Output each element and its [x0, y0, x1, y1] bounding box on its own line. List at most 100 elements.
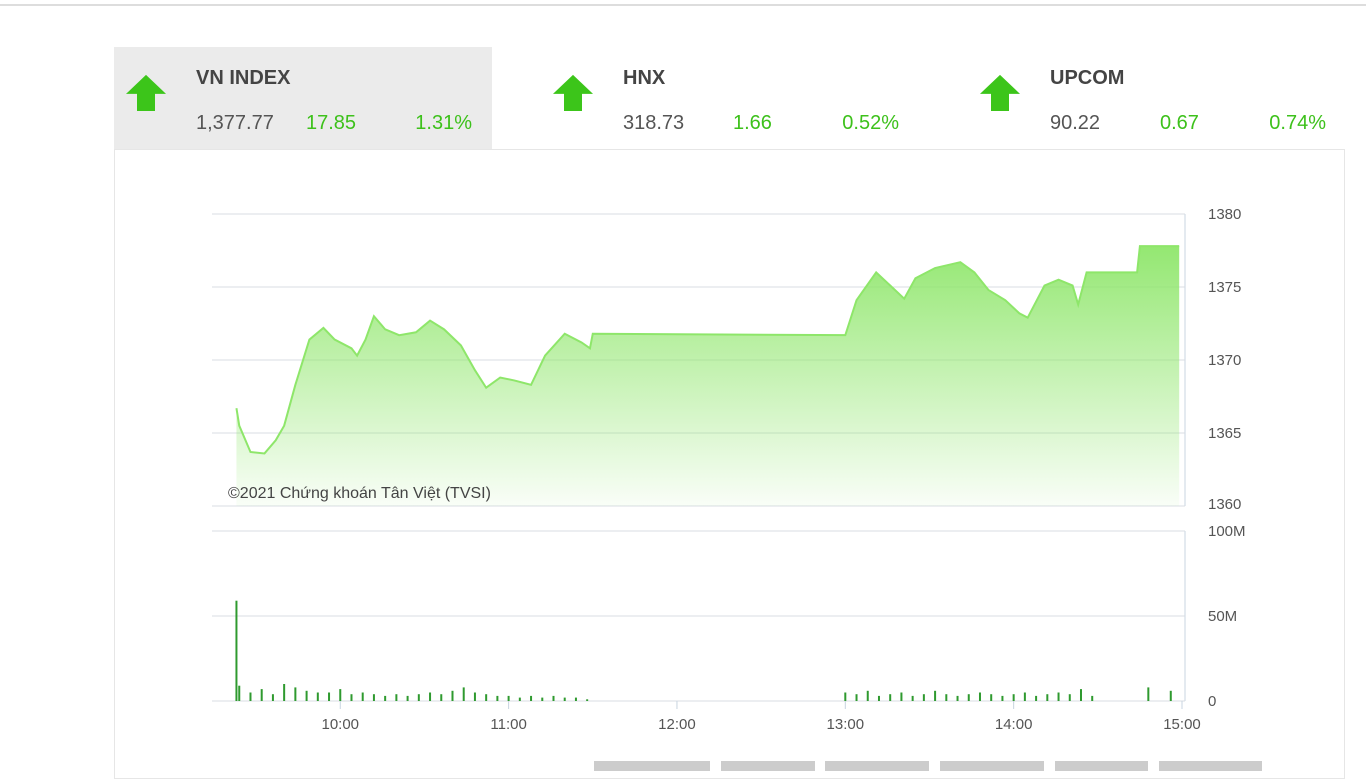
- bar: [507, 695, 510, 701]
- bar: [911, 695, 914, 701]
- bar: [305, 690, 308, 701]
- bar: [518, 697, 521, 701]
- x-tick-label: 10:00: [321, 716, 359, 733]
- index-value: 1,377.77: [196, 112, 274, 134]
- range-button[interactable]: [721, 761, 815, 771]
- bar: [249, 692, 252, 701]
- bar: [316, 692, 319, 701]
- bar: [294, 687, 297, 701]
- watermark: ©2021 Chứng khoán Tân Việt (TVSI): [228, 485, 491, 502]
- bar: [429, 692, 432, 701]
- index-tab[interactable]: VN INDEX 1,377.77 17.85 1.31%: [114, 47, 492, 149]
- bar: [866, 690, 869, 701]
- y-tick-label: 1370: [1208, 352, 1241, 369]
- index-name: HNX: [623, 67, 666, 89]
- bar: [934, 690, 937, 701]
- bar: [1147, 687, 1150, 701]
- index-tab[interactable]: HNX 318.73 1.66 0.52%: [541, 47, 919, 149]
- bar: [496, 695, 499, 701]
- bar: [530, 695, 533, 701]
- bar: [350, 694, 353, 701]
- bar: [417, 694, 420, 701]
- index-value: 318.73: [623, 112, 685, 134]
- up-arrow: [126, 74, 166, 111]
- bar: [900, 692, 903, 701]
- bar: [922, 694, 925, 701]
- bar: [855, 694, 858, 701]
- y-tick-label: 0: [1208, 693, 1216, 710]
- bar: [1023, 692, 1026, 701]
- y-tick-label: 100M: [1208, 523, 1246, 540]
- y-tick-label: 1380: [1208, 206, 1241, 223]
- bar: [844, 692, 847, 701]
- index-name: UPCOM: [1050, 67, 1125, 89]
- bar: [462, 687, 465, 701]
- index-percent: 1.31%: [415, 112, 472, 134]
- bar: [238, 685, 241, 701]
- bar: [552, 695, 555, 701]
- bar: [990, 694, 993, 701]
- range-button[interactable]: [825, 761, 929, 771]
- bar: [1057, 692, 1060, 701]
- bar: [541, 697, 544, 701]
- index-value: 90.22: [1050, 112, 1101, 134]
- bar: [1001, 695, 1004, 701]
- y-tick-label: 1375: [1208, 279, 1241, 296]
- bar: [1079, 689, 1082, 701]
- bar: [384, 695, 387, 701]
- bar: [328, 692, 331, 701]
- index-name: VN INDEX: [196, 67, 291, 89]
- bar: [473, 692, 476, 701]
- range-button[interactable]: [940, 761, 1044, 771]
- index-change: 1.66: [733, 112, 772, 134]
- index-tab[interactable]: UPCOM 90.22 0.67 0.74%: [968, 47, 1346, 149]
- bar: [283, 684, 286, 701]
- index-percent: 0.74%: [1269, 112, 1326, 134]
- up-arrow: [980, 74, 1020, 111]
- bar: [1169, 690, 1172, 701]
- range-button[interactable]: [594, 761, 710, 771]
- up-arrow: [553, 74, 593, 111]
- index-change: 17.85: [306, 112, 357, 134]
- bar: [406, 695, 409, 701]
- bar: [563, 697, 566, 701]
- bar: [361, 692, 364, 701]
- bar: [440, 694, 443, 701]
- range-button[interactable]: [1055, 761, 1148, 771]
- bar: [978, 692, 981, 701]
- bar: [945, 694, 948, 701]
- x-tick-label: 15:00: [1163, 716, 1201, 733]
- bar: [574, 697, 577, 701]
- bar: [1091, 695, 1094, 701]
- bar: [260, 689, 263, 701]
- y-tick-label: 50M: [1208, 608, 1237, 625]
- x-tick-label: 12:00: [658, 716, 696, 733]
- bar: [1046, 694, 1049, 701]
- y-tick-label: 1360: [1208, 496, 1241, 513]
- area: [236, 246, 1180, 506]
- bar: [1035, 695, 1038, 701]
- bar: [1012, 694, 1015, 701]
- range-button[interactable]: [1159, 761, 1262, 771]
- bar: [889, 694, 892, 701]
- bar: [1068, 694, 1071, 701]
- index-change: 0.67: [1160, 112, 1199, 134]
- bar: [271, 694, 274, 701]
- top-border: [0, 4, 1366, 6]
- x-tick-label: 14:00: [995, 716, 1033, 733]
- bar: [485, 694, 488, 701]
- bar: [339, 689, 342, 701]
- index-percent: 0.52%: [842, 112, 899, 134]
- bar: [235, 600, 238, 701]
- bar: [877, 695, 880, 701]
- bar: [395, 694, 398, 701]
- line: [235, 245, 1180, 455]
- bar: [586, 699, 589, 701]
- y-tick-label: 1365: [1208, 425, 1241, 442]
- bar: [372, 694, 375, 701]
- x-tick-label: 13:00: [827, 716, 865, 733]
- bar: [451, 690, 454, 701]
- x-tick-label: 11:00: [490, 716, 526, 733]
- chart: 1360 1365 1370 1375 1380 0 50M 100M 10:00 11:00 12…: [212, 206, 1246, 733]
